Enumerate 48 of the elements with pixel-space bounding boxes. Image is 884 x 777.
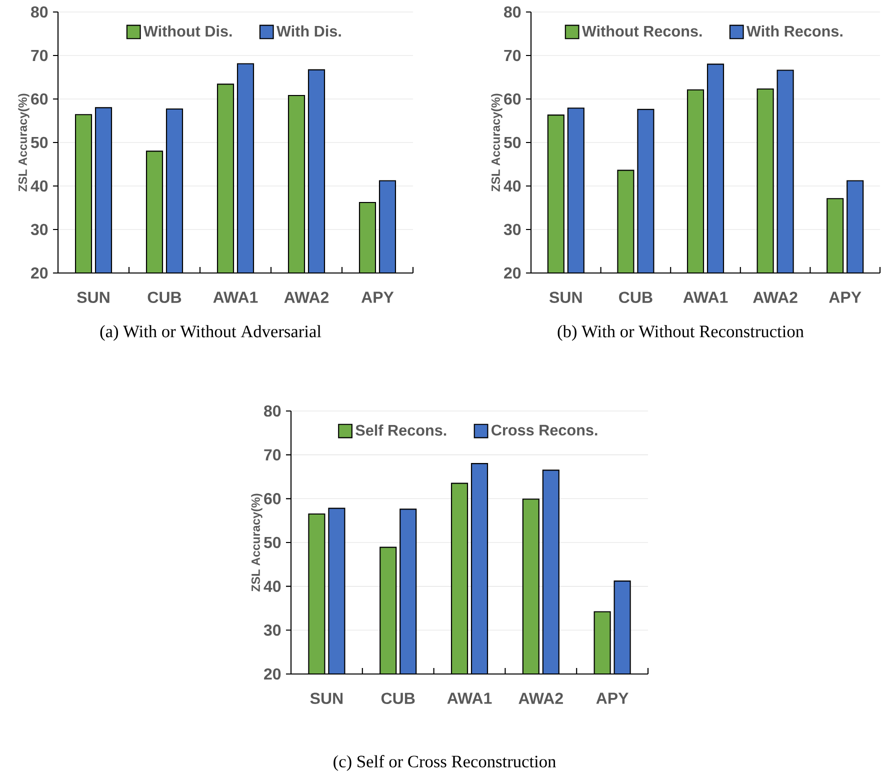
y-tick-label: 20 [504, 267, 521, 279]
y-tick-label: 50 [31, 136, 48, 148]
legend-label: Self Recons. [356, 424, 446, 436]
legend-label: With Dis. [276, 25, 341, 37]
y-tick-label: 20 [31, 267, 48, 279]
y-tick-label: 70 [504, 50, 521, 62]
text: (b) With or Without Reconstruction [558, 325, 804, 341]
legend-label: Cross Recons. [492, 424, 598, 436]
y-tick-label: 70 [264, 449, 281, 460]
x-tick-label: APY [596, 692, 628, 704]
x-tick-label: SUN [549, 292, 582, 304]
y-axis-title: ZSL Accuracy(%) [491, 94, 502, 192]
y-tick-label: 30 [30, 224, 48, 236]
y-axis-title: ZSL Accuracy(%) [18, 94, 30, 192]
y-tick-label: 80 [31, 6, 48, 18]
y-tick-label: 60 [504, 93, 521, 105]
x-tick-label: AWA1 [213, 292, 258, 303]
y-axis-title: ZSL Accuracy(%) [251, 494, 262, 592]
y-tick-label: 50 [504, 136, 521, 148]
x-tick-label: AWA2 [753, 292, 798, 303]
y-tick-label: 40 [30, 180, 48, 192]
y-tick-label: 20 [264, 668, 281, 680]
x-tick-label: AWA1 [447, 692, 492, 704]
y-tick-label: 50 [264, 536, 281, 548]
y-tick-label: 60 [264, 493, 281, 504]
x-tick-label: APY [829, 292, 862, 303]
legend-label: With Recons. [746, 25, 842, 37]
x-tick-label: CUB [148, 292, 182, 304]
x-tick-label: SUN [310, 692, 343, 704]
y-tick-label: 60 [31, 93, 48, 105]
y-tick-label: 80 [504, 6, 521, 18]
x-tick-label: SUN [77, 292, 110, 304]
legend-label: Without Recons. [582, 25, 702, 37]
text: (c) Self or Cross Reconstruction [334, 755, 556, 771]
x-tick-label: AWA2 [518, 692, 563, 704]
legend-label: Without Dis. [143, 25, 232, 37]
y-tick-label: 30 [264, 624, 281, 636]
y-tick-label: 40 [504, 180, 521, 192]
x-tick-label: CUB [619, 292, 652, 304]
y-tick-label: 80 [264, 405, 281, 417]
x-tick-label: CUB [381, 692, 415, 704]
text: (a) With or Without Adversarial [100, 325, 322, 341]
x-tick-label: AWA1 [683, 292, 728, 303]
x-tick-label: AWA2 [284, 292, 329, 303]
x-tick-label: APY [361, 292, 394, 303]
y-tick-label: 40 [264, 580, 281, 592]
y-tick-label: 30 [504, 224, 521, 236]
y-tick-label: 70 [31, 50, 48, 62]
